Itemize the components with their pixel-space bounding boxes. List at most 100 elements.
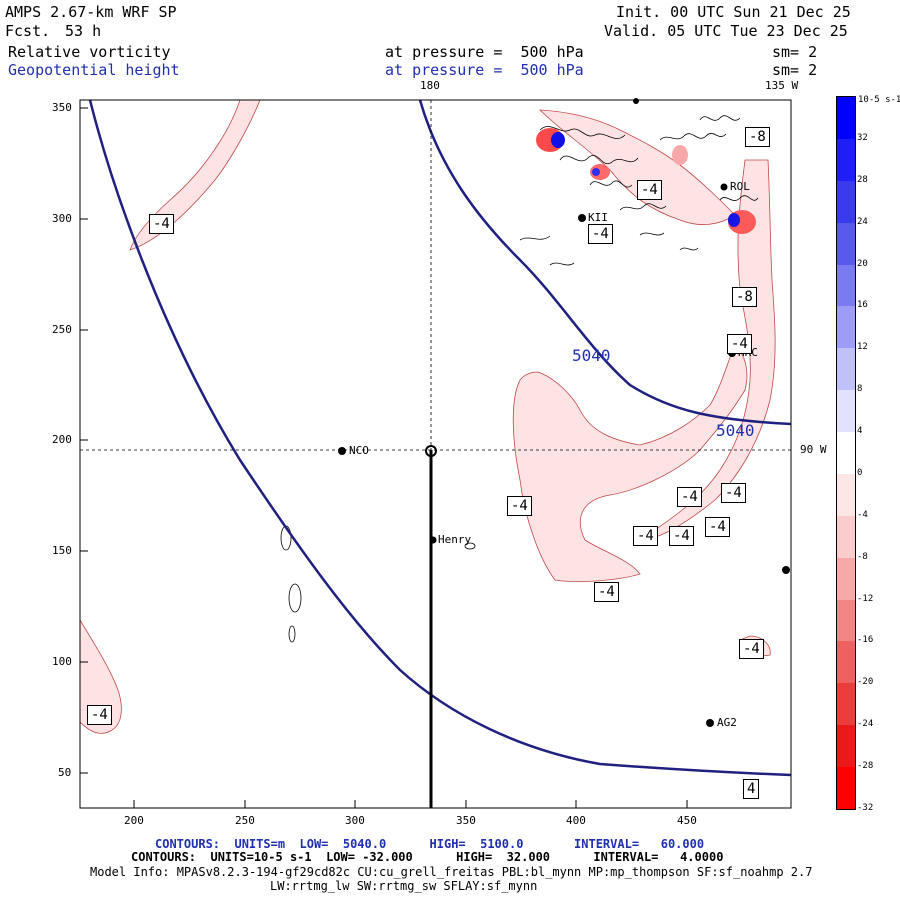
colorbar-tick-label: -4 (857, 509, 868, 520)
colorbar-segment (837, 180, 855, 223)
station-center-marker (425, 445, 437, 457)
map-frame (79, 99, 792, 809)
station-edge-marker (782, 566, 790, 574)
station-nco-label: NCO (349, 444, 369, 457)
init-time: Init. 00 UTC Sun 21 Dec 25 (616, 3, 851, 21)
vort-label-sw: -4 (87, 705, 112, 725)
x-tick-400: 400 (566, 814, 586, 827)
colorbar-tick-label: -16 (857, 635, 874, 646)
colorbar-segment (837, 432, 855, 474)
vorticity-extremes (536, 128, 756, 234)
vort-label-s3: -4 (705, 517, 730, 537)
colorbar-segment (837, 473, 855, 516)
vort-label-se2: -4 (721, 483, 746, 503)
vorticity-area-southwest (80, 619, 122, 734)
height-contour-west (88, 100, 791, 777)
height-label-far-east: 5040 (716, 421, 755, 440)
vorticity-area-northeast (538, 109, 736, 225)
colorbar-tick-label: 0 (857, 467, 863, 478)
station-ag2-marker (706, 719, 714, 727)
colorbar-segment (837, 767, 855, 809)
y-tick-250: 250 (52, 323, 72, 336)
colorbar-tick-label: 4 (857, 426, 863, 437)
colorbar-segment (837, 222, 855, 265)
footer-model-info: Model Info: MPASv8.2.3-194-gf29cd82c CU:… (90, 865, 813, 879)
colorbar-segment (837, 599, 855, 642)
field2-name: Geopotential height (8, 61, 180, 79)
vort-label-nw: -4 (149, 214, 174, 234)
vort-label-s4: -4 (594, 582, 619, 602)
vort-label-kii: -4 (588, 224, 613, 244)
station-henry-marker (429, 536, 437, 544)
station-nco-marker (338, 447, 346, 455)
y-tick-300: 300 (52, 212, 72, 225)
colorbar-segment (837, 97, 855, 139)
longitude-90w-label: 90 W (800, 443, 827, 456)
y-tick-200: 200 (52, 433, 72, 446)
colorbar-tick-label: 16 (857, 300, 868, 311)
vort-label-se1: -4 (677, 487, 702, 507)
colorbar-tick-label: -24 (857, 719, 874, 730)
model-title: AMPS 2.67-km WRF SP (5, 3, 177, 21)
noisy-contours (519, 115, 759, 266)
colorbar-tick-label: -28 (857, 761, 874, 772)
station-kii-marker (578, 214, 586, 222)
height-contour-east (418, 100, 791, 426)
station-top-marker (633, 98, 639, 104)
y-tick-50: 50 (58, 766, 72, 779)
longitude-135w-label: 135 W (765, 79, 799, 92)
x-tick-300: 300 (345, 814, 365, 827)
colorbar-segment (837, 557, 855, 600)
colorbar-tick-label: -32 (857, 803, 874, 813)
station-ag2-label: AG2 (717, 716, 737, 729)
vorticity-area-northwest (129, 100, 261, 251)
colorbar-tick-label: -8 (857, 551, 868, 562)
colorbar-segment (837, 306, 855, 349)
station-rol-marker (720, 183, 728, 191)
colorbar-tick-label: 20 (857, 258, 868, 269)
forecast-label: Fcst. (5, 22, 51, 40)
vort-label-ne-top: -8 (745, 127, 770, 147)
vort-label-central: -4 (507, 496, 532, 516)
colorbar-tick-label: 32 (857, 132, 868, 143)
x-tick-450: 450 (677, 814, 697, 827)
colorbar-segment (837, 390, 855, 433)
x-tick-250: 250 (235, 814, 255, 827)
station-kii-label: KII (588, 211, 608, 224)
vort-label-ne-mid: -4 (637, 180, 662, 200)
colorbar-segment (837, 515, 855, 558)
colorbar-tick-label: -12 (857, 593, 874, 604)
field2-level: at pressure = 500 hPa (385, 61, 584, 79)
station-rol-label: ROL (730, 180, 750, 193)
colorbar-tick-label: 28 (857, 174, 868, 185)
axis-ticks (80, 107, 688, 808)
colorbar-tick-label: -20 (857, 677, 874, 688)
y-tick-100: 100 (52, 655, 72, 668)
colorbar-tick-label: 8 (857, 384, 863, 395)
vorticity-shading (80, 100, 776, 734)
colorbar (836, 96, 856, 810)
field1-level: at pressure = 500 hPa (385, 43, 584, 61)
forecast-value: 53 h (65, 22, 102, 40)
vort-label-s1: -4 (633, 526, 658, 546)
colorbar-segment (837, 138, 855, 181)
longitude-180-label: 180 (420, 79, 440, 92)
colorbar-segment (837, 725, 855, 768)
vort-label-hrc: -4 (727, 334, 752, 354)
valid-time: Valid. 05 UTC Tue 23 Dec 25 (604, 22, 848, 40)
colorbar-tick-label: 12 (857, 342, 868, 353)
station-henry-label: Henry (438, 533, 472, 546)
colorbar-segment (837, 348, 855, 391)
colorbar-segment (837, 641, 855, 684)
field1-name: Relative vorticity (8, 43, 171, 61)
field2-smoothing: sm= 2 (772, 61, 818, 79)
footer-physics-info: LW:rrtmg_lw SW:rrtmg_sw SFLAY:sf_mynn (270, 879, 538, 893)
y-tick-150: 150 (52, 544, 72, 557)
x-tick-200: 200 (124, 814, 144, 827)
footer-height-contours: CONTOURS: UNITS=m LOW= 5040.0 HIGH= 5100… (155, 837, 705, 851)
colorbar-segment (837, 264, 855, 307)
colorbar-tick-label: 24 (857, 216, 868, 227)
vort-label-east-8: -8 (732, 287, 757, 307)
colorbar-units: 10-5 s-1 (858, 95, 900, 105)
